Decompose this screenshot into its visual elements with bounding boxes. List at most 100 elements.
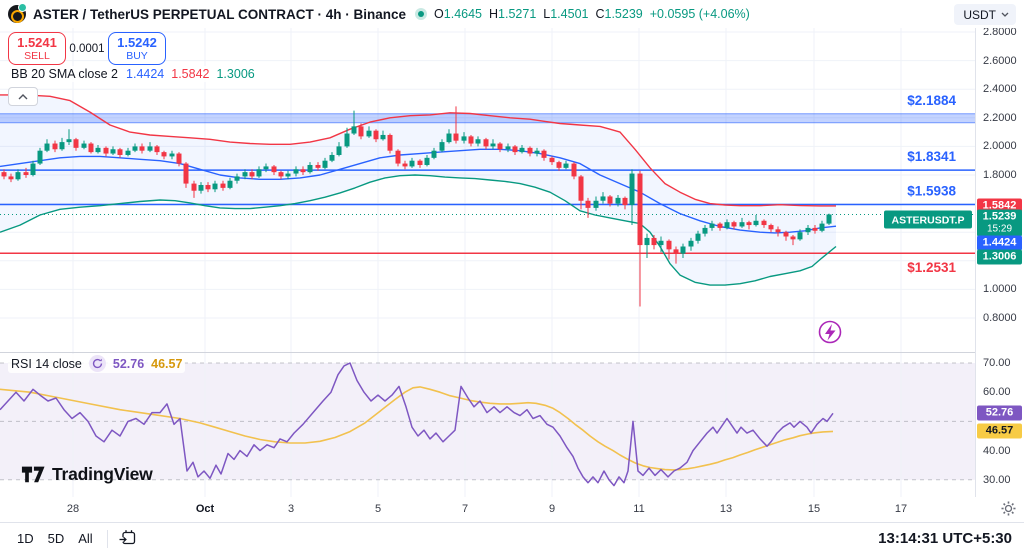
- candle-body: [417, 160, 423, 165]
- go-to-date-button[interactable]: [115, 527, 141, 551]
- candle-body: [673, 249, 679, 254]
- candle-body: [73, 139, 79, 148]
- candle-body: [783, 232, 789, 237]
- symbol-title[interactable]: ASTER / TetherUS PERPETUAL CONTRACT · 4h…: [33, 6, 407, 22]
- candle-body: [30, 163, 36, 175]
- bb-legend-value: 1.4424: [126, 67, 165, 81]
- currency-label: USDT: [963, 7, 996, 22]
- rsi-legend-title: RSI 14 close: [11, 356, 82, 371]
- pane-divider[interactable]: [0, 352, 975, 353]
- candle-body: [644, 237, 650, 246]
- candle-body: [446, 133, 452, 143]
- price-axis[interactable]: 2.8000 2.6000 2.4000 2.2000 2.0000 1.8000 1.00…: [975, 0, 1024, 522]
- rsi-pane[interactable]: [0, 352, 975, 497]
- currency-button[interactable]: USDT: [954, 4, 1016, 25]
- rsi-axis-tick: 30.00: [983, 473, 1011, 486]
- tradingview-watermark: TradingView: [20, 462, 153, 486]
- candle-body: [717, 223, 723, 228]
- range-button-5d[interactable]: 5D: [41, 527, 72, 550]
- price-level-label[interactable]: $1.2531: [907, 260, 956, 275]
- candle-body: [475, 139, 481, 144]
- price-axis-tick: 2.0000: [983, 140, 1017, 153]
- candle-body: [220, 183, 226, 188]
- range-button-1d[interactable]: 1D: [10, 527, 41, 550]
- bb-fill: [0, 94, 836, 286]
- candle-body: [278, 172, 284, 177]
- candle-body: [753, 220, 759, 226]
- candle-body: [768, 225, 774, 230]
- aster-logo: [8, 3, 27, 23]
- candle-body: [731, 222, 737, 227]
- candle-body: [256, 169, 262, 177]
- rsi-value: 52.76: [112, 356, 145, 371]
- candle-body: [505, 146, 511, 150]
- candle-body: [336, 146, 342, 155]
- candle-body: [329, 154, 335, 161]
- candle-body: [556, 162, 562, 168]
- candle-body: [161, 152, 167, 157]
- candle-body: [680, 246, 686, 254]
- candle-body: [739, 222, 745, 227]
- candle-body: [519, 147, 525, 153]
- time-axis[interactable]: 28 Oct 3 5 7 9 11 13 15 17: [0, 497, 975, 522]
- candle-body: [724, 222, 730, 228]
- price-axis-badge: 1.5239 15:29: [977, 209, 1022, 237]
- candle-body: [549, 157, 555, 163]
- range-button-all[interactable]: All: [71, 527, 99, 550]
- candle-body: [402, 163, 408, 167]
- chevron-up-icon: [18, 93, 28, 99]
- rsi-indicator-legend[interactable]: RSI 14 close 52.76 46.57: [8, 354, 186, 373]
- bb-indicator-legend[interactable]: BB 20 SMA close 2 1.4424 1.5842 1.3006: [8, 66, 265, 82]
- live-status-dot: [418, 11, 425, 17]
- chart-header: ASTER / TetherUS PERPETUAL CONTRACT · 4h…: [0, 0, 1024, 28]
- candle-body: [790, 236, 796, 240]
- gear-icon[interactable]: [1001, 501, 1016, 516]
- candle-body: [212, 183, 218, 190]
- candle-body: [366, 130, 372, 137]
- symbol-price-badge-label: ASTERUSDT.P: [892, 214, 965, 226]
- sell-button[interactable]: 1.5241 SELL: [8, 32, 66, 65]
- rsi-axis-tick: 40.00: [983, 444, 1011, 457]
- bb-basis-line: [0, 148, 837, 234]
- candle-body: [227, 180, 233, 188]
- order-panel: 1.5241 SELL 0.0001 1.5242 BUY: [8, 32, 166, 65]
- chevron-down-icon: [1001, 12, 1009, 17]
- candle-body: [527, 147, 533, 154]
- price-pane[interactable]: $2.1884 $1.8341 $1.5938 $1.2531 ASTERUSDT.P: [0, 0, 975, 352]
- candle-body: [651, 237, 657, 246]
- calendar-arrow-icon: [118, 529, 135, 544]
- ohlc-change: +0.0595 (+4.06%): [649, 7, 750, 21]
- candle-body: [812, 227, 818, 231]
- candle-body: [322, 160, 328, 168]
- candle-body: [249, 172, 255, 177]
- candle-body: [571, 163, 577, 177]
- buy-button[interactable]: 1.5242 BUY: [108, 32, 166, 65]
- price-zone[interactable]: [0, 113, 975, 123]
- price-level-label[interactable]: $1.8341: [907, 149, 956, 164]
- candle-body: [81, 143, 87, 148]
- time-axis-tick: 13: [719, 503, 733, 515]
- candle-body: [66, 139, 72, 143]
- candle-body: [117, 149, 123, 155]
- candle-body: [431, 150, 437, 158]
- buy-label: BUY: [126, 50, 148, 62]
- candle-body: [637, 173, 643, 246]
- time-axis-tick: 17: [894, 503, 908, 515]
- candle-body: [761, 220, 767, 226]
- time-axis-tick: 7: [461, 503, 469, 515]
- candle-body: [826, 214, 832, 224]
- clock[interactable]: 13:14:31 UTC+5:30: [878, 530, 1012, 547]
- time-axis-tick: 3: [287, 503, 295, 515]
- candle-body: [271, 166, 277, 173]
- candle-body: [666, 240, 672, 250]
- candle-body: [103, 147, 109, 154]
- time-axis-tick: 9: [548, 503, 556, 515]
- candle-body: [125, 150, 131, 155]
- candle-body: [658, 240, 664, 246]
- price-level-label[interactable]: $2.1884: [907, 93, 956, 108]
- collapse-legend-button[interactable]: [8, 87, 38, 106]
- price-level-label[interactable]: $1.5938: [907, 183, 956, 198]
- candle-body: [607, 196, 613, 204]
- refresh-cycle-icon[interactable]: [88, 355, 106, 372]
